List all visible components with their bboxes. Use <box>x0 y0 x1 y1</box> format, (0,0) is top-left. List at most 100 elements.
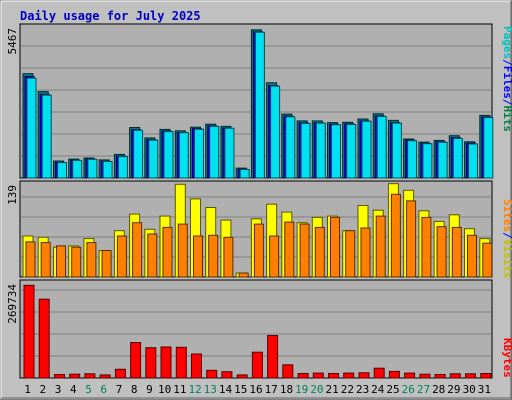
x-tick-day-15: 15 <box>234 383 247 396</box>
bar-kbytes-day-12 <box>191 353 202 379</box>
bar-kbytes-day-26 <box>404 372 416 379</box>
x-tick-day-2: 2 <box>39 383 46 396</box>
bar-pages-day-4 <box>72 159 83 179</box>
bar-pages-day-9 <box>148 139 159 179</box>
bar-pages-day-20 <box>315 122 326 179</box>
x-tick-day-3: 3 <box>55 383 62 396</box>
x-tick-day-17: 17 <box>265 383 278 396</box>
bar-kbytes-day-2 <box>38 298 50 379</box>
bar-kbytes-day-11 <box>175 346 187 379</box>
bar-pages-day-27 <box>422 143 433 179</box>
x-tick-day-24: 24 <box>371 383 385 396</box>
bar-pages-day-19 <box>300 122 311 179</box>
x-tick-day-10: 10 <box>158 383 171 396</box>
bar-kbytes-day-31 <box>480 373 492 379</box>
bar-kbytes-day-24 <box>373 367 385 379</box>
bar-kbytes-day-21 <box>328 373 339 379</box>
bar-kbytes-day-18 <box>282 364 294 379</box>
bar-sites-day-28 <box>436 226 447 278</box>
x-tick-day-14: 14 <box>219 383 233 396</box>
bar-pages-day-26 <box>407 140 418 179</box>
bar-sites-day-30 <box>467 234 477 278</box>
bar-kbytes-day-10 <box>160 346 172 379</box>
bar-sites-day-6 <box>101 250 112 278</box>
bar-pages-day-25 <box>391 122 402 179</box>
panel-hits-files-pages: 5467 Pages/Files/Hits <box>6 23 512 179</box>
bar-pages-day-10 <box>163 131 174 179</box>
bar-kbytes-day-3 <box>54 374 65 379</box>
bar-sites-day-29 <box>451 226 462 278</box>
bar-sites-day-12 <box>193 235 203 278</box>
bar-sites-day-31 <box>482 242 493 278</box>
bar-sites-day-8 <box>132 222 143 278</box>
bar-pages-day-14 <box>224 127 235 179</box>
x-tick-day-25: 25 <box>386 383 399 396</box>
bar-kbytes-day-9 <box>145 347 157 379</box>
bar-kbytes-day-20 <box>312 372 324 379</box>
x-tick-day-31: 31 <box>478 383 491 396</box>
panel-visits-sites: 139 Sites/Visits <box>6 180 512 279</box>
bar-pages-day-24 <box>376 116 387 179</box>
bar-kbytes-day-30 <box>465 373 476 379</box>
x-tick-day-7: 7 <box>116 383 123 396</box>
bar-sites-day-20 <box>314 226 325 278</box>
bar-sites-day-23 <box>360 227 371 278</box>
bar-sites-day-18 <box>284 221 295 278</box>
x-tick-day-29: 29 <box>447 383 460 396</box>
legend-hits-files-pages: Pages/Files/Hits <box>501 26 512 132</box>
bar-sites-day-14 <box>223 236 234 278</box>
bar-pages-day-15 <box>239 169 250 179</box>
x-tick-day-20: 20 <box>310 383 323 396</box>
bar-pages-day-17 <box>270 85 281 179</box>
bar-pages-day-29 <box>452 138 463 179</box>
bar-kbytes-day-22 <box>343 372 355 379</box>
bar-pages-day-23 <box>361 120 372 179</box>
bar-sites-day-22 <box>345 230 356 278</box>
bar-kbytes-day-15 <box>236 374 248 379</box>
bar-sites-day-11 <box>177 223 188 278</box>
bar-pages-day-22 <box>346 124 357 179</box>
bar-kbytes-day-7 <box>114 368 126 379</box>
bar-pages-day-12 <box>194 128 204 179</box>
bar-sites-day-5 <box>86 242 97 278</box>
x-tick-day-13: 13 <box>204 383 217 396</box>
x-tick-day-18: 18 <box>280 383 293 396</box>
x-tick-day-23: 23 <box>356 383 369 396</box>
bar-kbytes-day-28 <box>434 374 446 379</box>
bar-sites-day-21 <box>330 216 340 278</box>
bar-kbytes-day-29 <box>449 373 461 379</box>
x-tick-day-22: 22 <box>341 383 354 396</box>
bar-pages-day-2 <box>41 94 52 179</box>
bar-kbytes-day-17 <box>267 335 279 379</box>
legend-kbytes: KBytes <box>501 338 512 378</box>
bar-sites-day-4 <box>71 246 82 278</box>
x-tick-day-16: 16 <box>249 383 262 396</box>
max-label-kbytes: 269734 <box>6 284 19 324</box>
x-tick-day-5: 5 <box>85 383 92 396</box>
bar-kbytes-day-14 <box>221 371 233 379</box>
bar-pages-day-18 <box>285 116 296 179</box>
x-tick-day-11: 11 <box>173 383 186 396</box>
bar-sites-day-16 <box>253 223 264 278</box>
bar-sites-day-9 <box>147 233 158 278</box>
x-tick-day-6: 6 <box>100 383 107 396</box>
bar-pages-day-11 <box>178 132 189 179</box>
bar-kbytes-day-16 <box>251 351 263 379</box>
chart-title: Daily usage for July 2025 <box>20 9 201 23</box>
bar-sites-day-24 <box>375 215 386 278</box>
x-tick-day-19: 19 <box>295 383 308 396</box>
bar-kbytes-day-8 <box>130 342 142 379</box>
bar-sites-day-15 <box>238 272 249 278</box>
bar-sites-day-1 <box>25 241 36 278</box>
x-tick-day-26: 26 <box>402 383 415 396</box>
x-tick-day-21: 21 <box>325 383 338 396</box>
bar-sites-day-17 <box>269 235 280 278</box>
x-tick-day-8: 8 <box>131 383 138 396</box>
bar-sites-day-3 <box>56 245 66 278</box>
bar-pages-day-30 <box>468 143 478 179</box>
bar-kbytes-day-4 <box>69 373 81 379</box>
x-axis-day-labels: 1 2 3 4 5 6 7 8 9 10 11 12 13 14 15 16 17 18 19 20 21 22 23 24 2… <box>24 383 491 396</box>
bar-pages-day-21 <box>331 124 341 179</box>
bar-kbytes-day-13 <box>206 369 218 379</box>
